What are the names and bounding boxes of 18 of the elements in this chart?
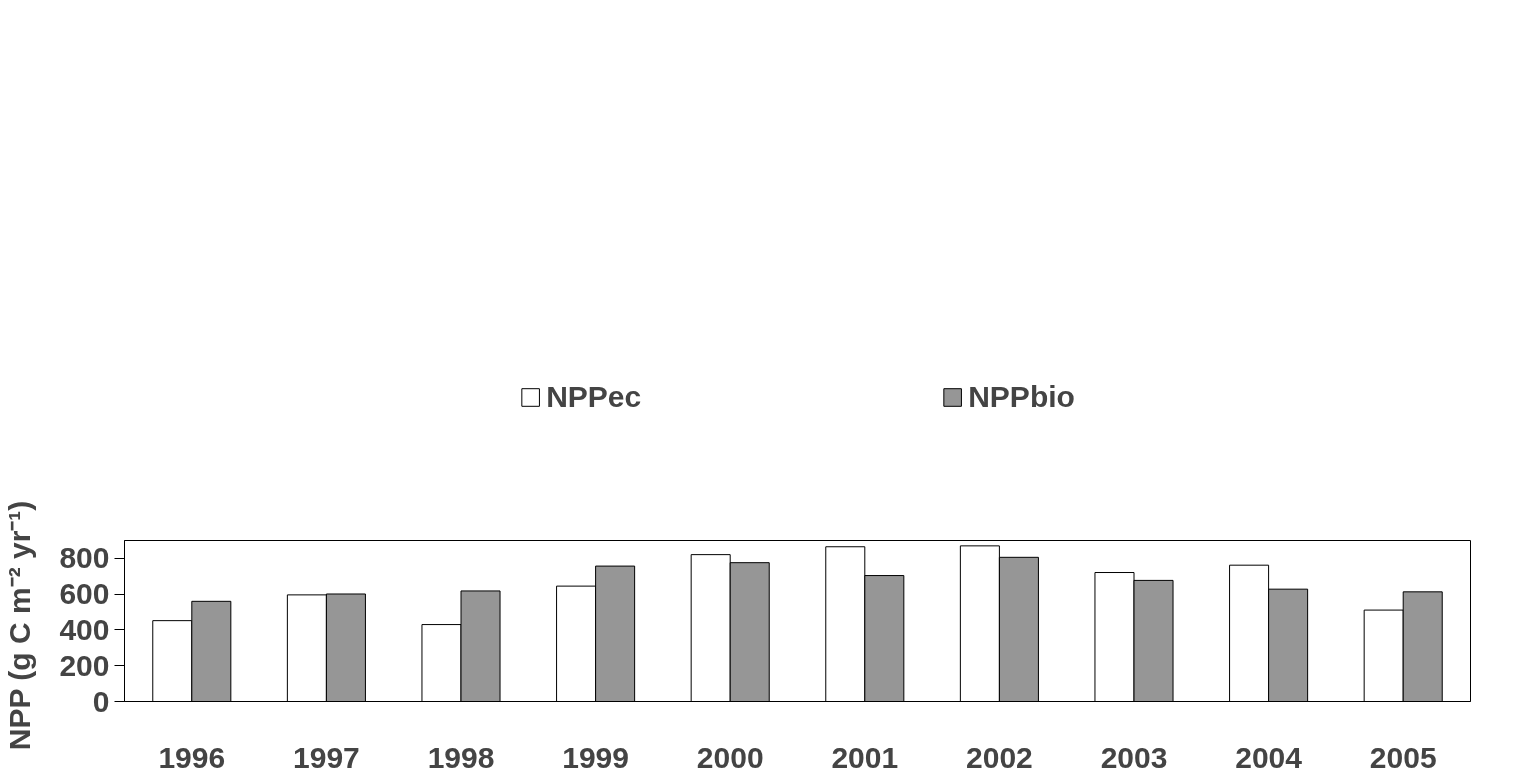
y-tick-label: 800 [59, 541, 110, 575]
y-tick-label: 0 [92, 684, 110, 718]
x-tick-label: 2002 [966, 740, 1033, 774]
y-tick-label: 200 [59, 648, 110, 682]
x-tick-label: 2004 [1235, 740, 1303, 774]
x-tick-label: 2000 [696, 740, 764, 774]
legend-label: NPPec [546, 379, 642, 414]
y-axis-title: NPP (g C m⁻² yr⁻¹) [3, 500, 37, 751]
x-tick-label: 2005 [1369, 740, 1437, 774]
y-tick-label: 600 [59, 577, 110, 611]
x-tick-label: 1998 [427, 740, 495, 774]
x-tick-label: 2001 [831, 740, 899, 774]
legend-label: NPPbio [968, 379, 1075, 414]
y-tick-label: 400 [59, 612, 110, 646]
x-tick-label: 1999 [562, 740, 629, 774]
x-tick-label: 2003 [1100, 740, 1168, 774]
x-tick-label: 1996 [158, 740, 226, 774]
x-tick-label: 1997 [293, 740, 360, 774]
